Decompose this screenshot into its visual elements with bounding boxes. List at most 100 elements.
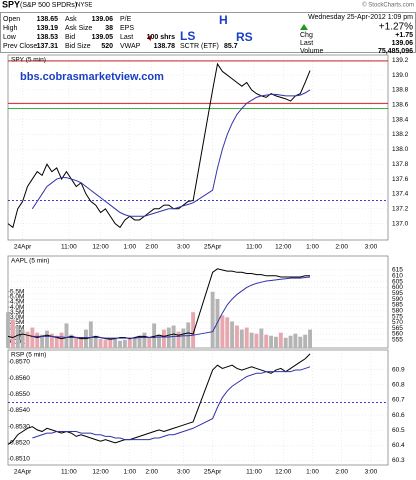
volume-bar: [118, 340, 122, 348]
y-tick-label: 137.2: [392, 206, 409, 213]
y-tick-label: 138.4: [392, 116, 409, 123]
y-tick-label: 595: [392, 290, 403, 297]
quote-label: Ask: [65, 16, 77, 23]
quote-label: Open: [3, 16, 20, 23]
volume-bar: [127, 338, 132, 348]
quote-value: 137.31: [37, 43, 59, 50]
x-tick-label: 1:00: [306, 469, 319, 476]
x-tick-label: 3:00: [177, 469, 190, 476]
volume-bar: [35, 332, 40, 348]
y-tick-label: 590: [392, 296, 403, 303]
exchange: NYSE: [76, 3, 92, 9]
volume-bar: [215, 298, 220, 348]
x-tick-label: 11:00: [61, 469, 77, 476]
volume-bar: [308, 329, 312, 348]
volume-bar: [20, 329, 25, 348]
volume-bar: [249, 332, 254, 348]
price-line: [31, 89, 311, 217]
panel-title: RSP (5 min): [11, 352, 46, 359]
quote-label: High: [3, 25, 18, 32]
field-value: 139.06: [392, 40, 414, 47]
price-line: [32, 276, 311, 339]
y-tick-label: 60.4: [392, 442, 405, 449]
y-tick-label: 60.8: [392, 382, 405, 389]
y-tick-label: 600: [392, 284, 403, 291]
quote-value: 138.53: [37, 34, 59, 41]
y-tick-label: 60.6: [392, 412, 405, 419]
watermark: bbs.cobrasmarketview.com: [20, 71, 164, 83]
volume-bar: [30, 327, 35, 348]
y-tick-label: 137.0: [392, 220, 409, 227]
volume-bar: [283, 337, 288, 348]
x-tick-label: 2:00: [335, 244, 348, 251]
y-tick-label: 575: [392, 313, 403, 320]
quote-label: Last: [120, 34, 133, 41]
volume-bar: [303, 334, 308, 348]
y2-tick-label: 5.5M: [10, 288, 24, 295]
volume-bar: [264, 334, 269, 348]
y-tick-label: 139.2: [392, 57, 409, 64]
pattern-label: RS: [236, 30, 253, 44]
field-label: Last: [300, 40, 313, 47]
volume-bar: [54, 335, 59, 348]
x-tick-label: 3:00: [365, 469, 378, 476]
price-line: [32, 366, 311, 441]
panel-frame: [7, 54, 389, 241]
y2-tick-label: 0.8550: [10, 391, 30, 398]
y-tick-label: 570: [392, 319, 403, 326]
x-tick-label: 2:00: [145, 244, 158, 251]
y2-tick-label: 0.8540: [10, 407, 30, 414]
quote-value: 138.78: [154, 43, 176, 50]
quote-label: P/E: [120, 16, 132, 23]
field-label: Chg: [300, 32, 313, 39]
panel-title: AAPL (5 min): [11, 258, 49, 265]
field-value: +1.75: [395, 32, 413, 39]
volume-bar: [93, 335, 98, 348]
y-tick-label: 560: [392, 331, 403, 338]
y2-tick-label: 2.5M: [10, 319, 24, 326]
quote-value: 38: [105, 25, 113, 32]
volume-bar: [6, 312, 10, 348]
change-pct: +1.27%: [379, 22, 413, 33]
x-tick-label: 12:00: [92, 469, 109, 476]
y2-tick-label: 0.8520: [10, 440, 30, 447]
x-tick-label: 12:00: [275, 469, 292, 476]
volume-bar: [278, 332, 283, 348]
y2-tick-label: 0.8510: [10, 456, 30, 463]
quote-label: VWAP: [120, 43, 141, 50]
quote-label: Bid Size: [65, 43, 91, 50]
y2-tick-label: 5.0M: [10, 294, 24, 301]
volume-bar: [152, 323, 157, 348]
y-tick-label: 565: [392, 325, 403, 332]
pattern-label: LS: [180, 29, 195, 43]
volume-bar: [191, 312, 196, 348]
panel-frame: [7, 255, 389, 349]
symbol: SPY: [2, 0, 20, 9]
quote-value: 520: [101, 43, 113, 50]
pattern-label: H: [219, 13, 228, 27]
quote-label: Prev Close: [3, 43, 37, 50]
y-tick-label: 138.2: [392, 131, 409, 138]
security-name: (S&P 500 SPDRs): [20, 2, 77, 9]
quote-label: Ask Size: [65, 25, 92, 32]
volume-bar: [137, 335, 142, 348]
y-tick-label: 605: [392, 278, 403, 285]
quote-value: 138.65: [37, 16, 59, 23]
volume-bar: [225, 317, 230, 348]
quote-box: [0, 12, 416, 53]
volume-bar: [254, 333, 259, 348]
volume-bar: [113, 338, 118, 348]
volume-bar: [298, 336, 303, 348]
price-line: [7, 353, 311, 445]
y-tick-label: 138.6: [392, 101, 409, 108]
quote-value: 139.06: [92, 16, 114, 23]
up-arrow: [300, 24, 308, 30]
y-tick-label: 60.5: [392, 427, 405, 434]
y-tick-label: 137.8: [392, 161, 409, 168]
volume-bar: [181, 328, 186, 348]
volume-bar: [244, 327, 249, 348]
volume-bar: [79, 337, 84, 348]
volume-bar: [186, 322, 191, 348]
y-tick-label: 615: [392, 267, 403, 274]
y-tick-label: 138.0: [392, 146, 409, 153]
